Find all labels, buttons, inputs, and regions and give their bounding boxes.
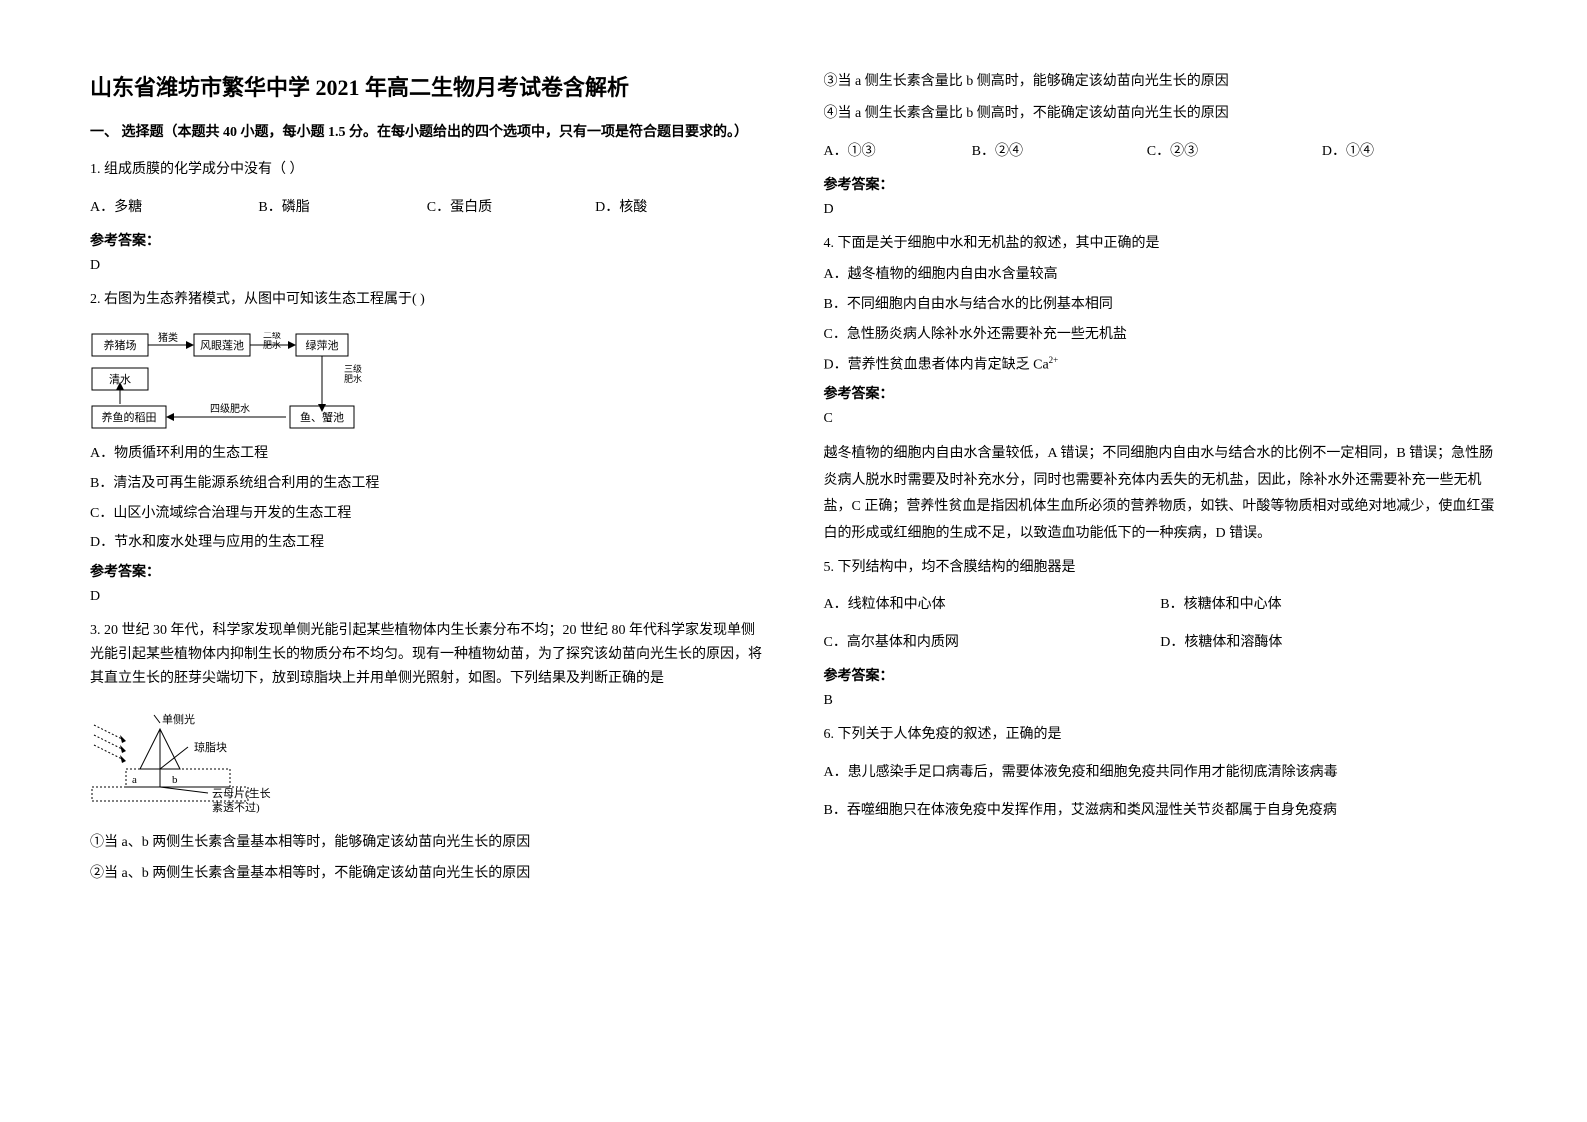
q5-option-d: D．核糖体和溶酶体 [1160,631,1497,651]
q5-option-b: B．核糖体和中心体 [1160,593,1497,613]
q5-options-row1: A．线粒体和中心体 B．核糖体和中心体 [824,593,1498,613]
q3-option-b: B．②④ [972,140,1147,160]
q3-label-a: a [132,774,137,786]
q5-answer-label: 参考答案： [824,665,1498,685]
q4-answer: C [824,411,1498,427]
q3-statement-1: ①当 a、b 两侧生长素含量基本相等时，能够确定该幼苗向光生长的原因 [90,831,764,855]
q4-option-a: A．越冬植物的细胞内自由水含量较高 [824,263,1498,287]
q5-answer: B [824,693,1498,709]
q2-answer: D [90,589,764,605]
q2-answer-label: 参考答案： [90,561,764,581]
section-header: 一、 选择题（本题共 40 小题，每小题 1.5 分。在每小题给出的四个选项中，… [90,122,764,144]
q2-arrow4: 四级肥水 [210,403,250,415]
exam-title: 山东省潍坊市繁华中学 2021 年高二生物月考试卷含解析 [90,70,764,102]
q1-answer-label: 参考答案： [90,230,764,250]
q4-stem: 4. 下面是关于细胞中水和无机盐的叙述，其中正确的是 [824,232,1498,256]
q3-answer-label: 参考答案： [824,174,1498,194]
q2-arrow3b: 肥水 [344,373,362,384]
q3-label-b: b [172,774,178,786]
q4-option-d: D．营养性贫血患者体内肯定缺乏 Ca2+ [824,353,1498,377]
q1-options: A．多糖 B．磷脂 C．蛋白质 D．核酸 [90,196,764,216]
q2-option-b: B．清洁及可再生能源系统组合利用的生态工程 [90,472,764,496]
right-column: ③当 a 侧生长素含量比 b 侧高时，能够确定该幼苗向光生长的原因 ④当 a 侧… [824,70,1498,1052]
q3-label-mica-2: 素透不过) [212,801,260,814]
q3-statement-4: ④当 a 侧生长素含量比 b 侧高时，不能确定该幼苗向光生长的原因 [824,102,1498,126]
q2-stem: 2. 右图为生态养猪模式，从图中可知该生态工程属于( ) [90,288,764,312]
q3-answer: D [824,202,1498,218]
q2-box1: 养猪场 [104,338,137,352]
q2-arrow2b: 肥水 [263,339,281,350]
left-column: 山东省潍坊市繁华中学 2021 年高二生物月考试卷含解析 一、 选择题（本题共 … [90,70,764,1052]
q1-answer: D [90,258,764,274]
q5-options-row2: C．高尔基体和内质网 D．核糖体和溶酶体 [824,631,1498,651]
q3-stem: 3. 20 世纪 30 年代，科学家发现单侧光能引起某些植物体内生长素分布不均；… [90,619,764,690]
q3-label-agar: 琼脂块 [194,740,227,754]
q3-statement-2: ②当 a、b 两侧生长素含量基本相等时，不能确定该幼苗向光生长的原因 [90,862,764,886]
q2-box5: 养鱼的稻田 [102,410,157,424]
q3-label-light: 单侧光 [162,712,195,726]
q5-option-a: A．线粒体和中心体 [824,593,1161,613]
q1-option-d: D．核酸 [595,196,763,216]
q2-option-c: C．山区小流域综合治理与开发的生态工程 [90,502,764,526]
q3-statement-3: ③当 a 侧生长素含量比 b 侧高时，能够确定该幼苗向光生长的原因 [824,70,1498,94]
q2-arrow3a: 三级 [344,363,362,374]
q2-option-a: A．物质循环利用的生态工程 [90,442,764,466]
q2-option-d: D．节水和废水处理与应用的生态工程 [90,531,764,555]
q1-stem: 1. 组成质膜的化学成分中没有（ ） [90,158,764,182]
q6-option-a: A．患儿感染手足口病毒后，需要体液免疫和细胞免疫共同作用才能彻底清除该病毒 [824,761,1498,785]
q3-option-d: D．①④ [1322,140,1497,160]
q2-box6: 鱼、蟹池 [300,410,344,424]
q1-option-b: B．磷脂 [258,196,426,216]
q4-option-c: C．急性肠炎病人除补水外还需要补充一些无机盐 [824,323,1498,347]
q2-box2: 风眼莲池 [200,339,244,352]
q5-stem: 5. 下列结构中，均不含膜结构的细胞器是 [824,556,1498,580]
q3-label-mica-1: 云母片(生长 [212,786,271,800]
q3-options: A．①③ B．②④ C．②③ D．①④ [824,140,1498,160]
q4-answer-label: 参考答案： [824,383,1498,403]
q4-explanation: 越冬植物的细胞内自由水含量较低，A 错误；不同细胞内自由水与结合水的比例不一定相… [824,441,1498,547]
q5-option-c: C．高尔基体和内质网 [824,631,1161,651]
q3-option-a: A．①③ [824,140,972,160]
q2-arrow2a: 二级 [263,332,281,340]
q2-diagram: 养猪场 猪类 风眼莲池 二级 肥水 绿萍池 清水 三级 肥水 [90,332,764,432]
q1-option-a: A．多糖 [90,196,258,216]
q6-option-b: B．吞噬细胞只在体液免疫中发挥作用，艾滋病和类风湿性关节炎都属于自身免疫病 [824,799,1498,823]
q2-box3: 绿萍池 [306,338,339,352]
q1-option-c: C．蛋白质 [427,196,595,216]
q4-option-b: B．不同细胞内自由水与结合水的比例基本相同 [824,293,1498,317]
q6-stem: 6. 下列关于人体免疫的叙述，正确的是 [824,723,1498,747]
q3-diagram: 单侧光 琼脂块 a b 云母片(生长 素透不过) [90,711,764,821]
q3-option-c: C．②③ [1147,140,1322,160]
q2-arrow1: 猪类 [158,332,178,344]
